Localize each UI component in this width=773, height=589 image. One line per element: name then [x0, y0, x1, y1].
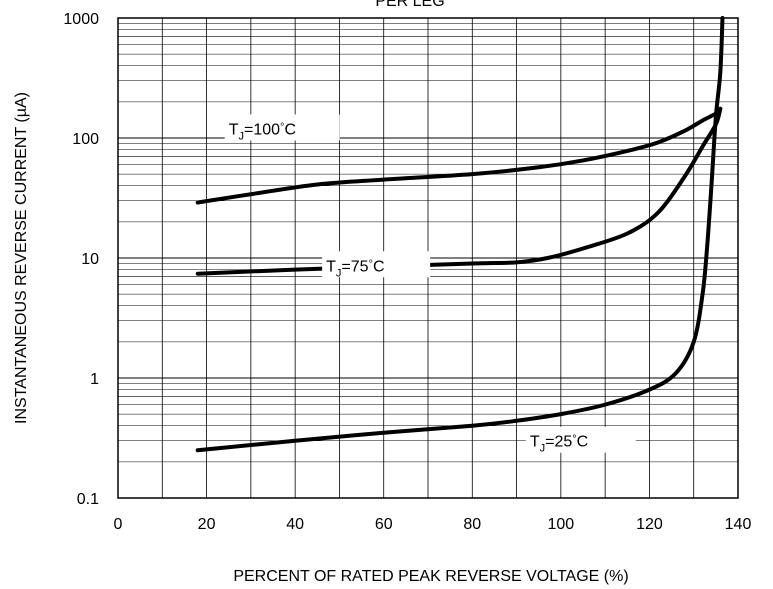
curve-label: TJ=100°C [229, 121, 296, 142]
curve-label-box [224, 114, 340, 141]
x-tick-label: 100 [548, 516, 575, 533]
curve-label-box [322, 251, 431, 278]
y-tick-label: 1000 [63, 11, 99, 28]
series-line [195, 16, 725, 453]
plot-frame [117, 17, 739, 499]
curve-labels: TJ=100°C TJ=75°C TJ=25°C [224, 114, 636, 455]
chart-title: PER LEG [375, 0, 444, 10]
x-tick-label: 0 [114, 516, 123, 533]
y-axis-label: INSTANTANEOUS REVERSE CURRENT (µA) [13, 92, 30, 424]
curves [195, 16, 725, 453]
x-tick-label: 80 [463, 516, 481, 533]
y-tick-label: 0.1 [77, 491, 99, 508]
y-tick-label: 100 [72, 131, 99, 148]
y-tick-label: 1 [90, 371, 99, 388]
y-tick-label: 10 [81, 251, 99, 268]
x-tick-label: 20 [198, 516, 216, 533]
x-tick-label: 140 [725, 516, 752, 533]
series-line [195, 106, 723, 205]
x-axis-label: PERCENT OF RATED PEAK REVERSE VOLTAGE (%… [233, 568, 628, 585]
x-tick-label: 60 [375, 516, 393, 533]
curve-label: TJ=25°C [530, 434, 588, 455]
curve-label: TJ=75°C [326, 258, 384, 279]
x-tick-labels: 0 20 40 60 80 100 120 140 [114, 516, 752, 533]
x-tick-label: 40 [286, 516, 304, 533]
x-tick-label: 120 [636, 516, 663, 533]
curve-label-box [525, 426, 636, 453]
y-tick-labels: 0.1 1 10 100 1000 [63, 11, 99, 508]
